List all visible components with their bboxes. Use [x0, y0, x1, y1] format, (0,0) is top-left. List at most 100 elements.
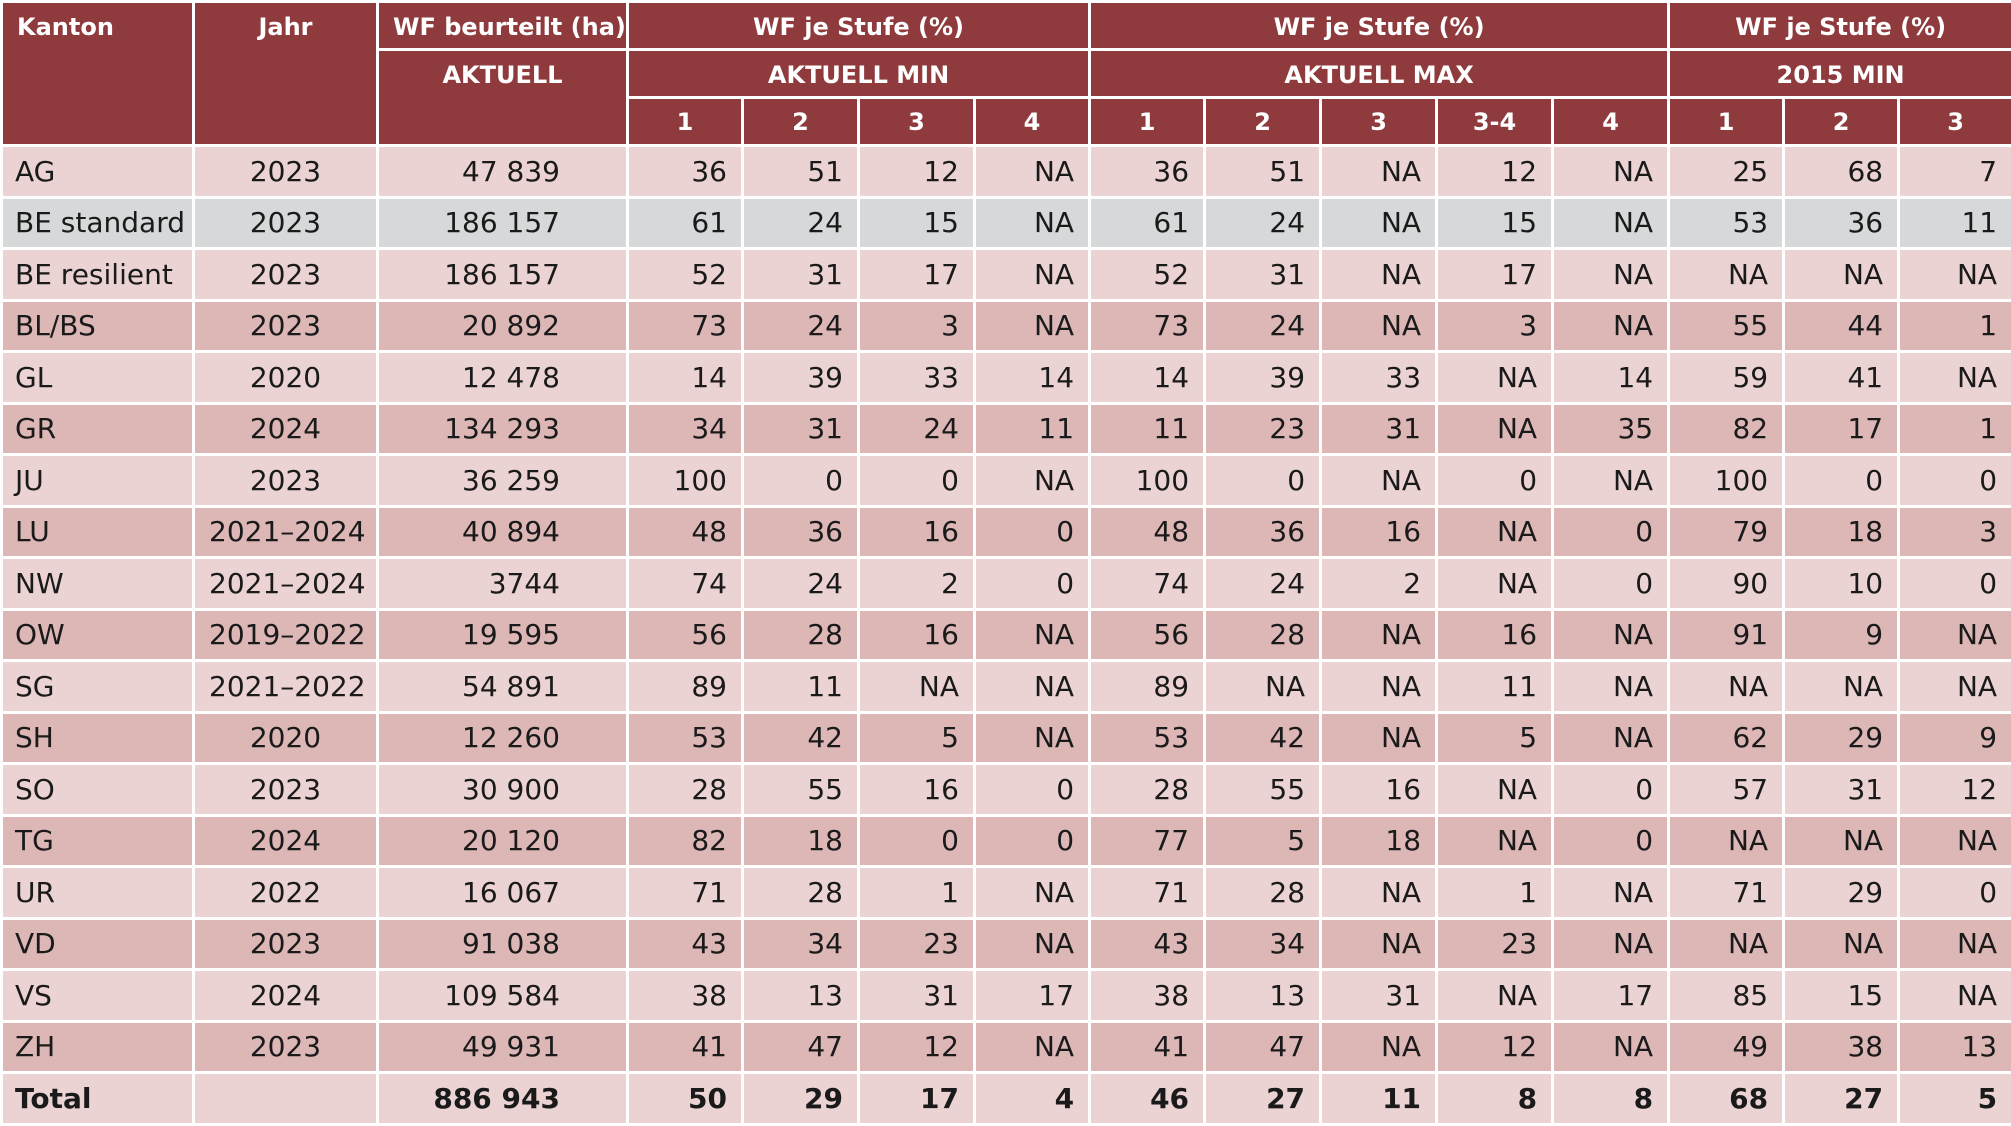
table-cell: NW	[2, 558, 194, 610]
table-cell: 61	[1090, 197, 1205, 249]
table-cell: 40 894	[378, 506, 628, 558]
table-cell: 12	[859, 146, 975, 198]
table-cell: NA	[1321, 455, 1437, 507]
table-cell: 53	[1669, 197, 1784, 249]
table-cell: 2019–2022	[194, 609, 378, 661]
table-cell: 31	[1321, 970, 1437, 1022]
table-cell: 11	[743, 661, 859, 713]
table-cell: 34	[743, 918, 859, 970]
table-cell: 15	[859, 197, 975, 249]
table-cell: NA	[1669, 249, 1784, 301]
table-cell: 1	[1437, 867, 1553, 919]
table-cell: NA	[1553, 455, 1669, 507]
table-cell: 49	[1669, 1021, 1784, 1073]
table-cell: 14	[975, 352, 1090, 404]
table-cell: 17	[975, 970, 1090, 1022]
table-cell: 49 931	[378, 1021, 628, 1073]
table-cell: AG	[2, 146, 194, 198]
table-cell: 2021–2024	[194, 506, 378, 558]
table-cell: SH	[2, 712, 194, 764]
table-cell: 2024	[194, 815, 378, 867]
table-cell: NA	[1553, 609, 1669, 661]
table-cell: NA	[1553, 1021, 1669, 1073]
table-cell: 16	[1321, 506, 1437, 558]
table-cell: 38	[628, 970, 743, 1022]
table-cell: 48	[1090, 506, 1205, 558]
table-cell: 17	[859, 249, 975, 301]
table-cell: 36	[743, 506, 859, 558]
table-cell: 2023	[194, 455, 378, 507]
table-cell: 16	[859, 764, 975, 816]
table-cell: 35	[1553, 403, 1669, 455]
table-cell: 31	[1205, 249, 1321, 301]
table-cell: 55	[743, 764, 859, 816]
table-cell: 10	[1784, 558, 1899, 610]
table-cell: 2	[859, 558, 975, 610]
table-cell: 4	[975, 1073, 1090, 1125]
table-cell: 12	[1437, 146, 1553, 198]
table-cell: SG	[2, 661, 194, 713]
table-cell: LU	[2, 506, 194, 558]
table-cell: 100	[1090, 455, 1205, 507]
table-cell: 47	[743, 1021, 859, 1073]
table-cell: 17	[1437, 249, 1553, 301]
table-cell: 14	[1553, 352, 1669, 404]
header-level: 2	[743, 98, 859, 146]
table-cell: NA	[1899, 352, 2011, 404]
table-cell: UR	[2, 867, 194, 919]
table-cell: NA	[1669, 918, 1784, 970]
table-cell: 28	[1205, 867, 1321, 919]
table-cell: 38	[1784, 1021, 1899, 1073]
table-cell: 39	[1205, 352, 1321, 404]
table-cell: NA	[1553, 146, 1669, 198]
table-cell: 34	[1205, 918, 1321, 970]
table-cell: VD	[2, 918, 194, 970]
table-cell: 24	[1205, 300, 1321, 352]
table-cell: 0	[1553, 558, 1669, 610]
table-cell: 30 900	[378, 764, 628, 816]
table-cell: 28	[1205, 609, 1321, 661]
table-cell: 77	[1090, 815, 1205, 867]
table-cell: 2023	[194, 764, 378, 816]
table-cell: JU	[2, 455, 194, 507]
header-group-sub: 2015 MIN	[1669, 50, 2011, 98]
table-cell: NA	[1784, 249, 1899, 301]
table-cell: 89	[628, 661, 743, 713]
table-cell: 2023	[194, 1021, 378, 1073]
table-cell: 100	[628, 455, 743, 507]
table-cell: NA	[1899, 970, 2011, 1022]
table-cell: 3	[859, 300, 975, 352]
table-cell: NA	[1321, 918, 1437, 970]
table-cell: 5	[1205, 815, 1321, 867]
table-cell: 52	[628, 249, 743, 301]
table-cell: 82	[628, 815, 743, 867]
table-cell: NA	[975, 455, 1090, 507]
table-cell: 41	[628, 1021, 743, 1073]
table-cell: 54 891	[378, 661, 628, 713]
table-cell: 41	[1090, 1021, 1205, 1073]
table-cell: VS	[2, 970, 194, 1022]
table-cell: 41	[1784, 352, 1899, 404]
header-kanton: Kanton	[2, 2, 194, 146]
table-cell: NA	[975, 146, 1090, 198]
table-cell: 18	[1321, 815, 1437, 867]
table-cell: NA	[1553, 661, 1669, 713]
table-cell: 31	[1784, 764, 1899, 816]
table-cell: 36	[1205, 506, 1321, 558]
table-cell: 39	[743, 352, 859, 404]
table-cell: NA	[1321, 867, 1437, 919]
table-cell: 0	[975, 506, 1090, 558]
table-cell: 5	[1437, 712, 1553, 764]
table-cell: NA	[1899, 661, 2011, 713]
table-cell: 0	[859, 815, 975, 867]
table-cell: 73	[628, 300, 743, 352]
table-cell: 23	[1437, 918, 1553, 970]
table-cell: 36	[1090, 146, 1205, 198]
table-cell: NA	[1437, 352, 1553, 404]
